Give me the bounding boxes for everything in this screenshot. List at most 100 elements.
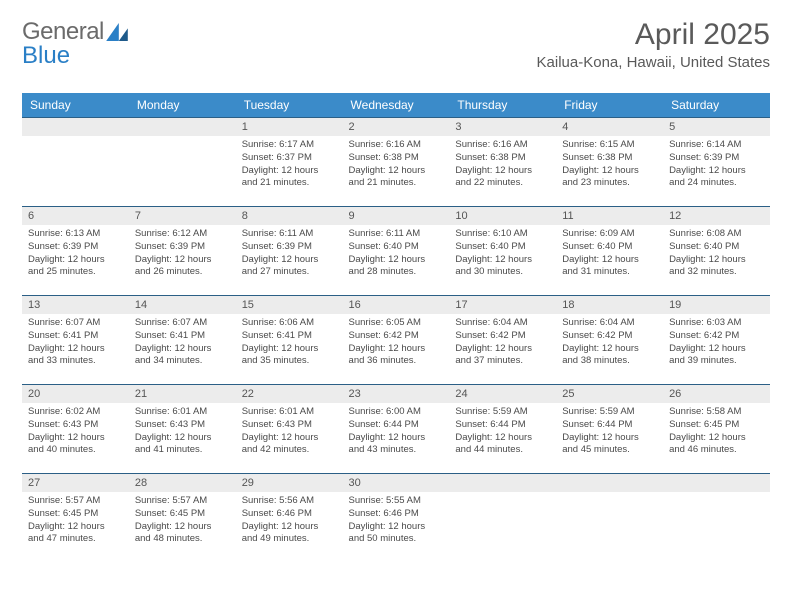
- calendar-table: SundayMondayTuesdayWednesdayThursdayFrid…: [22, 93, 770, 563]
- sunrise-line: Sunrise: 6:04 AM: [455, 317, 550, 330]
- calendar-day-cell: 22Sunrise: 6:01 AMSunset: 6:43 PMDayligh…: [236, 385, 343, 474]
- day-number: 10: [449, 207, 556, 225]
- sunrise-line: Sunrise: 6:02 AM: [28, 406, 123, 419]
- header: General April 2025 Kailua-Kona, Hawaii, …: [22, 18, 770, 71]
- day-content: Sunrise: 5:56 AMSunset: 6:46 PMDaylight:…: [236, 492, 343, 550]
- sunset-line: Sunset: 6:45 PM: [135, 508, 230, 521]
- day-number: 9: [343, 207, 450, 225]
- sunset-line: Sunset: 6:44 PM: [562, 419, 657, 432]
- sunset-line: Sunset: 6:44 PM: [455, 419, 550, 432]
- calendar-day-cell: 10Sunrise: 6:10 AMSunset: 6:40 PMDayligh…: [449, 207, 556, 296]
- daylight-line: Daylight: 12 hours and 33 minutes.: [28, 343, 123, 369]
- sunrise-line: Sunrise: 6:16 AM: [349, 139, 444, 152]
- calendar-day-cell: 1Sunrise: 6:17 AMSunset: 6:37 PMDaylight…: [236, 118, 343, 207]
- daylight-line: Daylight: 12 hours and 22 minutes.: [455, 165, 550, 191]
- sunrise-line: Sunrise: 5:59 AM: [455, 406, 550, 419]
- flag-icon: [106, 23, 128, 41]
- day-number-empty: [449, 474, 556, 492]
- sunset-line: Sunset: 6:45 PM: [669, 419, 764, 432]
- calendar-day-cell: 9Sunrise: 6:11 AMSunset: 6:40 PMDaylight…: [343, 207, 450, 296]
- sunset-line: Sunset: 6:38 PM: [562, 152, 657, 165]
- sunset-line: Sunset: 6:43 PM: [28, 419, 123, 432]
- day-content: Sunrise: 6:10 AMSunset: 6:40 PMDaylight:…: [449, 225, 556, 283]
- day-number-empty: [129, 118, 236, 136]
- day-header: Saturday: [663, 93, 770, 118]
- sunrise-line: Sunrise: 6:13 AM: [28, 228, 123, 241]
- calendar-week-row: 27Sunrise: 5:57 AMSunset: 6:45 PMDayligh…: [22, 474, 770, 563]
- day-content: Sunrise: 6:00 AMSunset: 6:44 PMDaylight:…: [343, 403, 450, 461]
- day-number: 3: [449, 118, 556, 136]
- sunrise-line: Sunrise: 6:09 AM: [562, 228, 657, 241]
- calendar-day-cell: 6Sunrise: 6:13 AMSunset: 6:39 PMDaylight…: [22, 207, 129, 296]
- daylight-line: Daylight: 12 hours and 26 minutes.: [135, 254, 230, 280]
- calendar-day-cell: 18Sunrise: 6:04 AMSunset: 6:42 PMDayligh…: [556, 296, 663, 385]
- sunset-line: Sunset: 6:39 PM: [135, 241, 230, 254]
- sunrise-line: Sunrise: 6:06 AM: [242, 317, 337, 330]
- day-content: Sunrise: 6:08 AMSunset: 6:40 PMDaylight:…: [663, 225, 770, 283]
- sunset-line: Sunset: 6:41 PM: [242, 330, 337, 343]
- day-number: 20: [22, 385, 129, 403]
- calendar-day-cell: 16Sunrise: 6:05 AMSunset: 6:42 PMDayligh…: [343, 296, 450, 385]
- day-header: Monday: [129, 93, 236, 118]
- sunrise-line: Sunrise: 5:57 AM: [135, 495, 230, 508]
- day-number: 8: [236, 207, 343, 225]
- sunset-line: Sunset: 6:38 PM: [349, 152, 444, 165]
- day-number: 28: [129, 474, 236, 492]
- calendar-day-cell: 30Sunrise: 5:55 AMSunset: 6:46 PMDayligh…: [343, 474, 450, 563]
- sunset-line: Sunset: 6:40 PM: [562, 241, 657, 254]
- day-content: Sunrise: 5:55 AMSunset: 6:46 PMDaylight:…: [343, 492, 450, 550]
- sunrise-line: Sunrise: 5:59 AM: [562, 406, 657, 419]
- calendar-day-cell: 29Sunrise: 5:56 AMSunset: 6:46 PMDayligh…: [236, 474, 343, 563]
- calendar-day-cell: [449, 474, 556, 563]
- calendar-week-row: 1Sunrise: 6:17 AMSunset: 6:37 PMDaylight…: [22, 118, 770, 207]
- day-number: 15: [236, 296, 343, 314]
- day-content-empty: [129, 136, 236, 186]
- day-content: Sunrise: 6:04 AMSunset: 6:42 PMDaylight:…: [449, 314, 556, 372]
- daylight-line: Daylight: 12 hours and 48 minutes.: [135, 521, 230, 547]
- daylight-line: Daylight: 12 hours and 31 minutes.: [562, 254, 657, 280]
- day-content: Sunrise: 5:57 AMSunset: 6:45 PMDaylight:…: [129, 492, 236, 550]
- sunset-line: Sunset: 6:39 PM: [28, 241, 123, 254]
- calendar-day-cell: 4Sunrise: 6:15 AMSunset: 6:38 PMDaylight…: [556, 118, 663, 207]
- daylight-line: Daylight: 12 hours and 46 minutes.: [669, 432, 764, 458]
- day-number: 24: [449, 385, 556, 403]
- daylight-line: Daylight: 12 hours and 45 minutes.: [562, 432, 657, 458]
- calendar-day-cell: 24Sunrise: 5:59 AMSunset: 6:44 PMDayligh…: [449, 385, 556, 474]
- title-block: April 2025 Kailua-Kona, Hawaii, United S…: [537, 18, 770, 71]
- day-content: Sunrise: 6:15 AMSunset: 6:38 PMDaylight:…: [556, 136, 663, 194]
- location: Kailua-Kona, Hawaii, United States: [537, 54, 770, 71]
- calendar-day-cell: 13Sunrise: 6:07 AMSunset: 6:41 PMDayligh…: [22, 296, 129, 385]
- calendar-day-cell: 5Sunrise: 6:14 AMSunset: 6:39 PMDaylight…: [663, 118, 770, 207]
- day-number: 11: [556, 207, 663, 225]
- day-number: 13: [22, 296, 129, 314]
- calendar-day-cell: 8Sunrise: 6:11 AMSunset: 6:39 PMDaylight…: [236, 207, 343, 296]
- sunrise-line: Sunrise: 6:05 AM: [349, 317, 444, 330]
- day-number: 19: [663, 296, 770, 314]
- sunrise-line: Sunrise: 6:07 AM: [28, 317, 123, 330]
- sunrise-line: Sunrise: 5:58 AM: [669, 406, 764, 419]
- daylight-line: Daylight: 12 hours and 40 minutes.: [28, 432, 123, 458]
- day-content: Sunrise: 6:04 AMSunset: 6:42 PMDaylight:…: [556, 314, 663, 372]
- day-content: Sunrise: 5:59 AMSunset: 6:44 PMDaylight:…: [449, 403, 556, 461]
- calendar-day-cell: 27Sunrise: 5:57 AMSunset: 6:45 PMDayligh…: [22, 474, 129, 563]
- sunrise-line: Sunrise: 6:08 AM: [669, 228, 764, 241]
- daylight-line: Daylight: 12 hours and 23 minutes.: [562, 165, 657, 191]
- daylight-line: Daylight: 12 hours and 39 minutes.: [669, 343, 764, 369]
- calendar-week-row: 20Sunrise: 6:02 AMSunset: 6:43 PMDayligh…: [22, 385, 770, 474]
- sunset-line: Sunset: 6:38 PM: [455, 152, 550, 165]
- sunset-line: Sunset: 6:43 PM: [135, 419, 230, 432]
- calendar-day-cell: 2Sunrise: 6:16 AMSunset: 6:38 PMDaylight…: [343, 118, 450, 207]
- calendar-page: General April 2025 Kailua-Kona, Hawaii, …: [0, 0, 792, 573]
- daylight-line: Daylight: 12 hours and 41 minutes.: [135, 432, 230, 458]
- day-number: 17: [449, 296, 556, 314]
- day-content: Sunrise: 6:14 AMSunset: 6:39 PMDaylight:…: [663, 136, 770, 194]
- day-content: Sunrise: 6:05 AMSunset: 6:42 PMDaylight:…: [343, 314, 450, 372]
- day-content: Sunrise: 6:06 AMSunset: 6:41 PMDaylight:…: [236, 314, 343, 372]
- sunset-line: Sunset: 6:40 PM: [455, 241, 550, 254]
- calendar-day-cell: 15Sunrise: 6:06 AMSunset: 6:41 PMDayligh…: [236, 296, 343, 385]
- sunset-line: Sunset: 6:39 PM: [242, 241, 337, 254]
- day-number: 26: [663, 385, 770, 403]
- daylight-line: Daylight: 12 hours and 30 minutes.: [455, 254, 550, 280]
- sunset-line: Sunset: 6:39 PM: [669, 152, 764, 165]
- day-header: Friday: [556, 93, 663, 118]
